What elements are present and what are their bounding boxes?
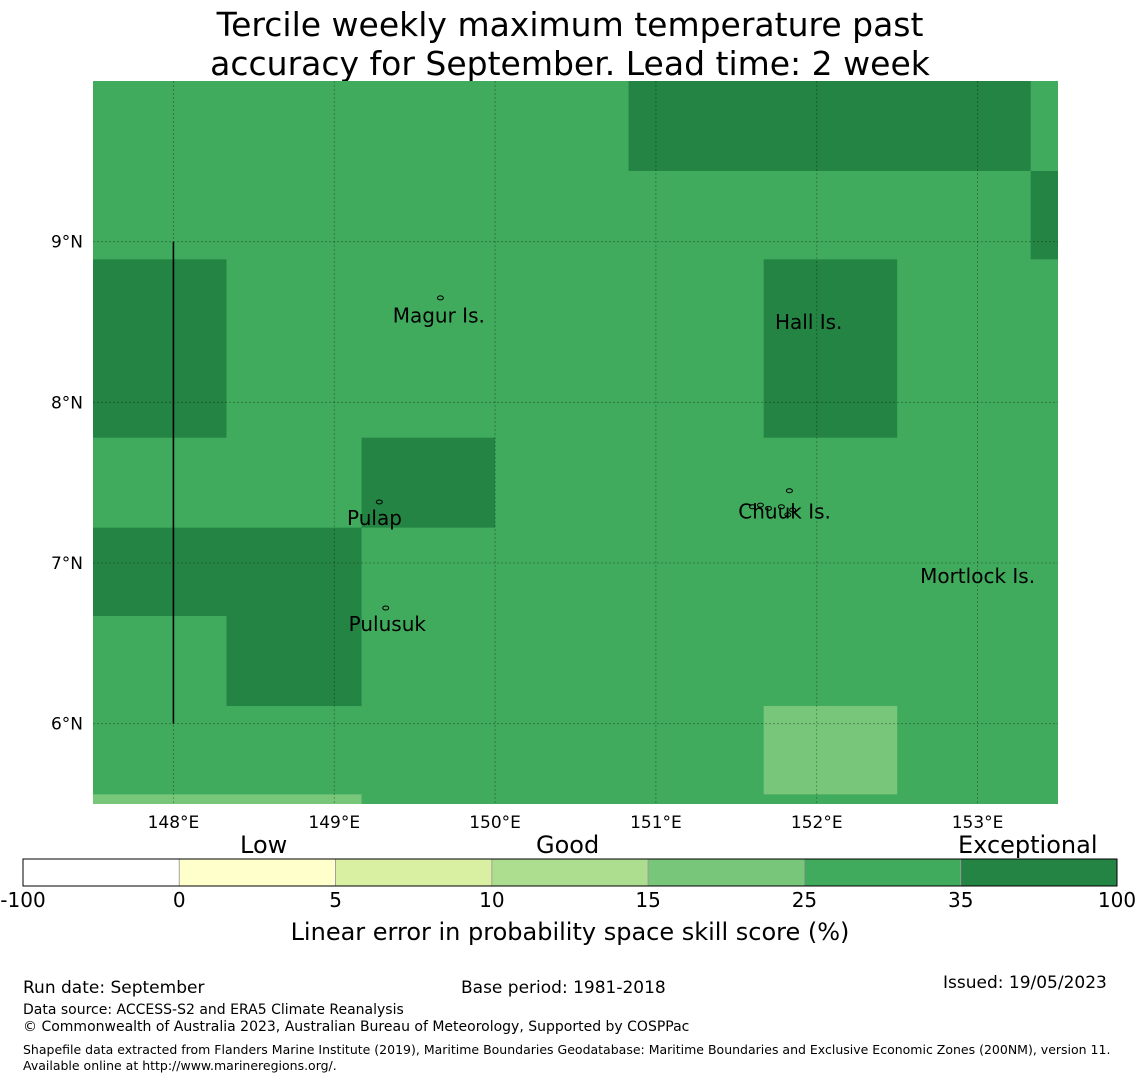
issued-date: Issued: 19/05/2023 xyxy=(943,973,1107,993)
island-outline xyxy=(756,502,764,508)
skill-cell-0 xyxy=(628,81,1031,171)
colorbar-category-exceptional: Exceptional xyxy=(958,831,1098,859)
skill-cell-6 xyxy=(226,616,362,706)
island-outline xyxy=(765,505,772,511)
colorbar-label: Linear error in probability space skill … xyxy=(290,918,850,946)
island-outline xyxy=(748,504,756,510)
place-label: Pulap xyxy=(347,506,402,530)
run-date: Run date: September xyxy=(23,978,205,998)
place-label: Pulusuk xyxy=(349,612,427,636)
colorbar-swatch-3 xyxy=(491,858,649,887)
chart-title-line-1: Tercile weekly maximum temperature past xyxy=(216,5,924,44)
place-label: Chuuk Is. xyxy=(738,500,831,524)
x-tick-label: 150°E xyxy=(469,813,521,830)
y-tick-label: 7°N xyxy=(51,554,83,574)
colorbar-swatch-6 xyxy=(960,858,1118,887)
skill-cell-1 xyxy=(1030,170,1058,260)
skill-cell-4 xyxy=(361,437,496,528)
colorbar-frame xyxy=(22,858,1118,887)
place-label: Magur Is. xyxy=(393,304,485,328)
colorbar-tick-label: 35 xyxy=(947,888,974,912)
y-tick-label: 8°N xyxy=(51,393,83,413)
skill-cell-8 xyxy=(93,794,362,804)
colorbar-swatch-5 xyxy=(804,858,962,887)
skill-cells xyxy=(93,81,1058,804)
colorbar-tick-label: 5 xyxy=(329,888,342,912)
colorbar-swatch-0 xyxy=(22,858,180,887)
place-label: Mortlock Is. xyxy=(920,564,1035,588)
colorbar-tick-label: 25 xyxy=(791,888,818,912)
colorbar-swatch-1 xyxy=(178,858,336,887)
island-outline xyxy=(777,504,785,510)
island-outline xyxy=(784,512,792,518)
x-tick-label: 149°E xyxy=(308,813,360,830)
shapefile-credit: Shapefile data extracted from Flanders M… xyxy=(23,1042,1111,1073)
y-tick-label: 6°N xyxy=(51,715,83,735)
colorbar-tick-label: -100 xyxy=(0,888,46,912)
chart-title-line-2: accuracy for September. Lead time: 2 wee… xyxy=(210,44,930,83)
place-labels: Magur Is. Hall Is. Pulap Chuuk Is. Mortlock … xyxy=(347,304,1035,636)
colorbar-tick-label: 100 xyxy=(1097,888,1137,912)
colorbar-tick-label: 15 xyxy=(635,888,661,912)
island-outlines xyxy=(375,295,797,611)
y-tick-label: 9°N xyxy=(51,233,83,253)
skill-cell-3 xyxy=(763,259,898,438)
base-period: Base period: 1981-2018 xyxy=(461,978,666,998)
island-outline xyxy=(436,295,444,301)
island-outline xyxy=(375,499,383,505)
x-tick-label: 152°E xyxy=(791,813,843,830)
copyright: © Commonwealth of Australia 2023, Austra… xyxy=(23,1019,690,1035)
x-tick-label: 148°E xyxy=(148,813,200,830)
colorbar-swatch-4 xyxy=(647,858,805,887)
x-tick-label: 151°E xyxy=(630,813,682,830)
skill-cell-5 xyxy=(93,527,362,617)
colorbar xyxy=(22,858,1118,887)
data-source: Data source: ACCESS-S2 and ERA5 Climate … xyxy=(23,1002,404,1018)
map-plot: Magur Is. Hall Is. Pulap Chuuk Is. Mortlock … xyxy=(51,81,1058,830)
colorbar-category-low: Low xyxy=(240,831,288,859)
island-outline xyxy=(382,605,390,611)
skill-cell-7 xyxy=(763,705,898,795)
colorbar-tick-label: 0 xyxy=(172,888,186,912)
axis-tick-labels: 148°E 149°E 150°E 151°E 152°E 153°E 9°N 8°N 7°N 6… xyxy=(51,233,1003,830)
colorbar-swatch-2 xyxy=(335,858,493,887)
island-outline xyxy=(789,507,797,513)
x-tick-label: 153°E xyxy=(952,813,1004,830)
skill-cell-2 xyxy=(93,259,227,438)
colorbar-tick-label: 10 xyxy=(479,888,505,912)
place-label: Hall Is. xyxy=(775,310,842,334)
colorbar-category-good: Good xyxy=(536,831,600,859)
island-outline xyxy=(785,488,793,494)
